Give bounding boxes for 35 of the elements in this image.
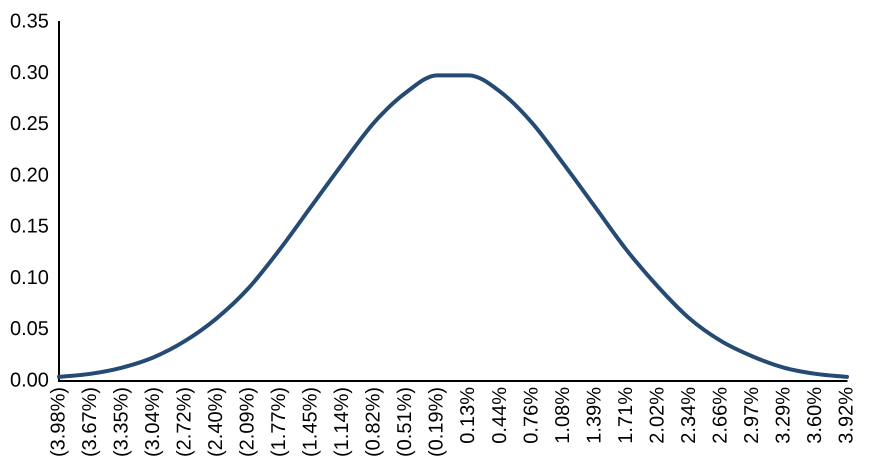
x-tick-label: 2.02%: [646, 386, 668, 444]
x-tick-label: 2.66%: [709, 386, 732, 444]
line-series: [56, 73, 849, 379]
x-tick-label: 3.29%: [772, 386, 794, 444]
x-tick-label: 1.39%: [583, 386, 606, 444]
y-tick-label: 0.05: [10, 318, 49, 340]
x-tick-label: (0.19%): [426, 386, 448, 457]
x-tick-label: (1.77%): [268, 386, 290, 457]
y-tick-label: 0.30: [10, 62, 49, 84]
y-tick-label: 0.20: [10, 164, 49, 186]
x-tick-label: 0.13%: [457, 386, 480, 444]
x-tick-label: (2.40%): [205, 386, 228, 457]
x-tick-label: (3.35%): [110, 386, 132, 457]
y-tick-label: 0.25: [10, 113, 49, 136]
x-tick-label: (0.82%): [362, 386, 385, 457]
x-tick-label: (3.04%): [142, 386, 164, 457]
y-tick-label: 0.35: [10, 10, 49, 33]
x-tick-label: 3.92%: [836, 386, 858, 444]
x-tick-label: (2.09%): [236, 386, 259, 457]
y-tick-label: 0.00: [10, 369, 49, 392]
x-tick-label: 2.34%: [678, 386, 700, 444]
x-tick-label: (1.45%): [300, 386, 322, 457]
x-tick-label: 0.76%: [520, 386, 542, 444]
x-tick-label: (0.51%): [394, 386, 416, 457]
x-tick-label: (1.14%): [331, 386, 354, 457]
x-tick-label: 0.44%: [488, 386, 511, 444]
y-tick-label: 0.15: [10, 216, 49, 238]
x-tick-label: (3.98%): [47, 386, 70, 457]
x-tick-label: 2.97%: [740, 386, 763, 444]
x-tick-label: 3.60%: [804, 386, 826, 444]
y-tick-label: 0.10: [10, 266, 49, 289]
x-tick-label: (3.67%): [78, 386, 101, 457]
x-tick-label: 1.08%: [552, 386, 574, 444]
x-tick-label: 1.71%: [614, 386, 637, 444]
x-tick-label: (2.72%): [174, 386, 196, 457]
